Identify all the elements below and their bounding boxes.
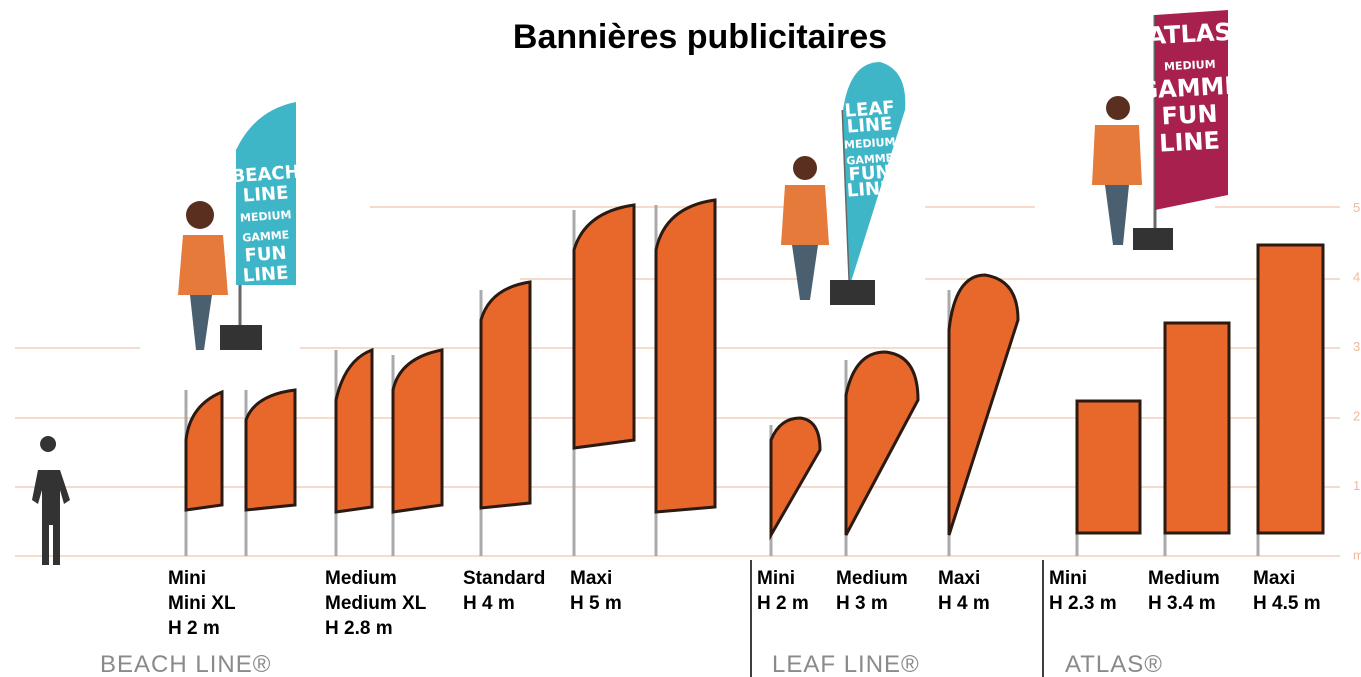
banner-label: H 2 m — [168, 618, 220, 639]
flag-text: FUN — [1161, 100, 1218, 131]
scale-label: 2 — [1353, 409, 1360, 424]
banner-label: Mini XL — [168, 593, 236, 614]
scale-label: 4 — [1353, 270, 1360, 285]
banner-label: H 3.4 m — [1148, 593, 1216, 614]
flag-texts: BEACHLINEMEDIUMGAMMEFUNLINELEAFLINEMEDIU… — [231, 18, 1242, 287]
banners — [186, 200, 1323, 556]
scale-label: 1 — [1353, 478, 1360, 493]
title: Bannières publicitaires — [513, 18, 887, 56]
group-name: BEACH LINE® — [100, 651, 271, 677]
banner-label: H 4 m — [463, 593, 515, 614]
flag-text: MEDIUM — [1164, 58, 1216, 74]
group-name: ATLAS® — [1065, 651, 1163, 677]
page: Bannières publicitaires — [0, 0, 1361, 677]
flag-text: LINE — [846, 113, 893, 137]
banner-label: H 2 m — [757, 593, 809, 614]
display-flags — [220, 10, 1228, 350]
banner-label: Standard — [463, 568, 545, 589]
banner-label: H 3 m — [836, 593, 888, 614]
banner-label: Maxi — [938, 568, 980, 589]
banner-label: H 2.3 m — [1049, 593, 1117, 614]
banner-label: Mini — [168, 568, 206, 589]
banner-label: Mini — [757, 568, 795, 589]
banner-label: Medium — [836, 568, 908, 589]
group-name: LEAF LINE® — [772, 651, 920, 677]
flag-text: GAMME — [1138, 71, 1242, 104]
banner-label: Medium — [1148, 568, 1220, 589]
flag-text: LINE — [846, 177, 893, 201]
banner-label: Medium XL — [325, 593, 427, 614]
scale-label: m — [1353, 548, 1361, 563]
banner-label: H 2.8 m — [325, 618, 393, 639]
banner-label: Mini — [1049, 568, 1087, 589]
scale-label: 5 — [1353, 200, 1360, 215]
banner-label: Medium — [325, 568, 397, 589]
scale-label: 3 — [1353, 339, 1360, 354]
flag-text: ATLAS — [1147, 18, 1233, 50]
banner-label: H 5 m — [570, 593, 622, 614]
banner-label: Maxi — [570, 568, 612, 589]
banner-label: Maxi — [1253, 568, 1295, 589]
flag-text: LINE — [1159, 126, 1221, 157]
banner-label: H 4 m — [938, 593, 990, 614]
flag-text: LINE — [242, 182, 289, 206]
banner-label: H 4.5 m — [1253, 593, 1321, 614]
flag-text: LINE — [242, 262, 289, 286]
